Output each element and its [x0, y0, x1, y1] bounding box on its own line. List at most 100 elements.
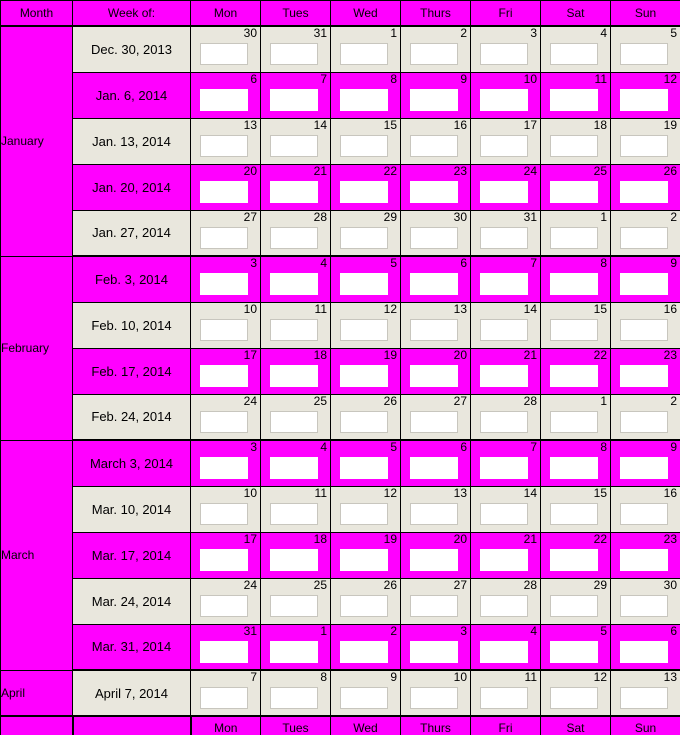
day-entry-box[interactable]: [340, 640, 388, 663]
day-entry-box[interactable]: [480, 548, 528, 571]
day-cell[interactable]: 8: [540, 439, 611, 487]
day-entry-box[interactable]: [270, 640, 318, 663]
day-entry-box[interactable]: [200, 457, 248, 479]
day-cell[interactable]: 10: [190, 301, 261, 349]
day-cell[interactable]: 9: [610, 255, 680, 303]
day-entry-box[interactable]: [200, 273, 248, 295]
day-cell[interactable]: 1: [540, 209, 611, 257]
day-entry-box[interactable]: [200, 180, 248, 203]
day-entry-box[interactable]: [550, 364, 598, 387]
day-entry-box[interactable]: [480, 364, 528, 387]
day-cell[interactable]: 6: [190, 71, 261, 119]
day-cell[interactable]: 4: [470, 623, 541, 671]
day-cell[interactable]: 5: [610, 25, 680, 73]
day-cell[interactable]: 4: [540, 25, 611, 73]
day-cell[interactable]: 26: [330, 393, 401, 441]
day-cell[interactable]: 21: [470, 531, 541, 579]
day-entry-box[interactable]: [620, 43, 668, 65]
day-entry-box[interactable]: [550, 226, 598, 249]
day-cell[interactable]: 5: [330, 255, 401, 303]
day-entry-box[interactable]: [620, 410, 668, 433]
day-entry-box[interactable]: [200, 364, 248, 387]
day-cell[interactable]: 12: [540, 669, 611, 717]
day-entry-box[interactable]: [480, 687, 528, 709]
day-cell[interactable]: 3: [190, 439, 261, 487]
day-entry-box[interactable]: [270, 273, 318, 295]
day-cell[interactable]: 8: [540, 255, 611, 303]
day-entry-box[interactable]: [620, 364, 668, 387]
day-entry-box[interactable]: [550, 548, 598, 571]
day-cell[interactable]: 10: [470, 71, 541, 119]
day-entry-box[interactable]: [550, 410, 598, 433]
day-entry-box[interactable]: [550, 88, 598, 111]
day-entry-box[interactable]: [550, 318, 598, 341]
day-cell[interactable]: 5: [540, 623, 611, 671]
day-entry-box[interactable]: [200, 226, 248, 249]
day-cell[interactable]: 31: [260, 25, 331, 73]
day-cell[interactable]: 10: [400, 669, 471, 717]
day-entry-box[interactable]: [340, 273, 388, 295]
day-entry-box[interactable]: [200, 548, 248, 571]
day-entry-box[interactable]: [270, 88, 318, 111]
day-cell[interactable]: 11: [540, 71, 611, 119]
day-entry-box[interactable]: [270, 226, 318, 249]
day-entry-box[interactable]: [200, 318, 248, 341]
day-entry-box[interactable]: [550, 640, 598, 663]
day-cell[interactable]: 13: [610, 669, 680, 717]
day-entry-box[interactable]: [200, 640, 248, 663]
day-entry-box[interactable]: [550, 180, 598, 203]
day-entry-box[interactable]: [480, 226, 528, 249]
day-entry-box[interactable]: [410, 318, 458, 341]
day-cell[interactable]: 14: [260, 117, 331, 165]
day-cell[interactable]: 17: [190, 531, 261, 579]
day-cell[interactable]: 11: [470, 669, 541, 717]
day-cell[interactable]: 21: [260, 163, 331, 211]
day-cell[interactable]: 25: [260, 393, 331, 441]
day-entry-box[interactable]: [410, 548, 458, 571]
day-entry-box[interactable]: [480, 502, 528, 525]
day-cell[interactable]: 7: [190, 669, 261, 717]
day-cell[interactable]: 2: [610, 393, 680, 441]
day-entry-box[interactable]: [480, 273, 528, 295]
day-cell[interactable]: 20: [190, 163, 261, 211]
day-entry-box[interactable]: [620, 318, 668, 341]
day-cell[interactable]: 19: [610, 117, 680, 165]
day-cell[interactable]: 18: [260, 347, 331, 395]
day-cell[interactable]: 19: [330, 531, 401, 579]
day-cell[interactable]: 13: [400, 485, 471, 533]
day-cell[interactable]: 24: [190, 393, 261, 441]
day-entry-box[interactable]: [480, 640, 528, 663]
day-cell[interactable]: 5: [330, 439, 401, 487]
day-cell[interactable]: 8: [330, 71, 401, 119]
day-cell[interactable]: 3: [470, 25, 541, 73]
day-cell[interactable]: 7: [260, 71, 331, 119]
day-entry-box[interactable]: [410, 43, 458, 65]
day-cell[interactable]: 9: [610, 439, 680, 487]
day-entry-box[interactable]: [550, 43, 598, 65]
day-entry-box[interactable]: [620, 640, 668, 663]
day-entry-box[interactable]: [200, 43, 248, 65]
day-cell[interactable]: 14: [470, 301, 541, 349]
day-entry-box[interactable]: [620, 548, 668, 571]
day-entry-box[interactable]: [620, 594, 668, 617]
day-cell[interactable]: 23: [610, 347, 680, 395]
day-cell[interactable]: 15: [330, 117, 401, 165]
day-cell[interactable]: 12: [330, 485, 401, 533]
day-entry-box[interactable]: [550, 273, 598, 295]
day-cell[interactable]: 14: [470, 485, 541, 533]
day-cell[interactable]: 21: [470, 347, 541, 395]
day-entry-box[interactable]: [340, 364, 388, 387]
day-cell[interactable]: 16: [610, 485, 680, 533]
day-entry-box[interactable]: [270, 318, 318, 341]
day-cell[interactable]: 30: [610, 577, 680, 625]
day-entry-box[interactable]: [550, 457, 598, 479]
day-entry-box[interactable]: [480, 134, 528, 157]
day-entry-box[interactable]: [270, 134, 318, 157]
day-cell[interactable]: 30: [190, 25, 261, 73]
day-entry-box[interactable]: [410, 502, 458, 525]
day-cell[interactable]: 17: [190, 347, 261, 395]
day-entry-box[interactable]: [410, 410, 458, 433]
day-entry-box[interactable]: [410, 226, 458, 249]
day-entry-box[interactable]: [480, 180, 528, 203]
day-entry-box[interactable]: [620, 180, 668, 203]
